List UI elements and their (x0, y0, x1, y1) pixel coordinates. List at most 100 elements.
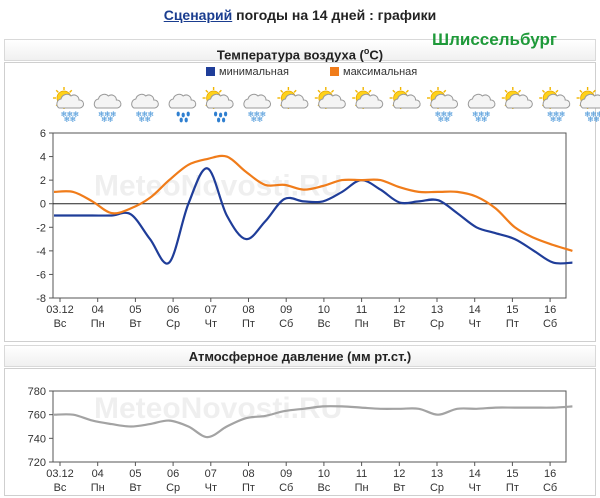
y-tick-label: 740 (28, 433, 46, 445)
y-tick-label: 780 (28, 386, 46, 398)
x-tick-weekday: Вс (317, 482, 330, 494)
x-tick-weekday: Вт (129, 482, 141, 494)
temperature-chart: минимальная максимальная❄ ❄ ❄❄ ❄❄ ❄ ❄❄ ❄❄ ❄ ❄❄ ❄❄ ❄… (36, 66, 600, 330)
x-tick-weekday: Пт (242, 318, 255, 330)
x-tick-date: 05 (129, 304, 141, 316)
pressure-panel (4, 368, 596, 496)
sun-ray (69, 89, 73, 93)
x-tick-date: 07 (205, 304, 217, 316)
y-tick-label: 6 (40, 128, 46, 140)
snowflake: ❄ (593, 115, 600, 124)
x-tick-weekday: Ср (430, 482, 444, 494)
x-tick-weekday: Вс (54, 318, 67, 330)
sun-cloud-snow-icon: ❄ ❄ ❄❄ ❄ (576, 87, 600, 124)
x-tick-weekday: Сб (279, 482, 293, 494)
x-tick-weekday: Ср (166, 318, 180, 330)
pressure-panel-title: Атмосферное давление (мм рт.ст.) (4, 345, 596, 367)
x-tick-date: 16 (544, 468, 556, 480)
x-tick-date: 11 (356, 304, 367, 316)
raindrop (222, 117, 226, 123)
x-tick-weekday: Пт (242, 482, 255, 494)
snowflake: ❄ (484, 110, 491, 119)
temperature-title-unit: C) (369, 47, 384, 63)
snowflake: ❄ (587, 115, 594, 124)
x-tick-weekday: Чт (469, 482, 481, 494)
x-tick-weekday: Чт (469, 318, 481, 330)
y-tick-label: -2 (36, 222, 46, 234)
snowflake: ❄ (138, 115, 145, 124)
cloud (168, 93, 197, 109)
temperature-title-main: Температура воздуха ( (216, 47, 364, 63)
snowflake: ❄ (435, 110, 442, 119)
snowflake: ❄ (447, 110, 454, 119)
snowflake: ❄ (101, 115, 108, 124)
snowflake: ❄ (260, 110, 267, 119)
cloud (206, 93, 234, 109)
y-tick-label: 2 (40, 175, 46, 187)
cloud (131, 93, 159, 109)
x-tick-date: 09 (280, 304, 292, 316)
sun-cloud-icon (352, 87, 384, 109)
y-tick-label: 760 (28, 410, 46, 422)
temperature-panel-title: Температура воздуха (oC) (4, 39, 596, 63)
sun-ray (405, 89, 409, 93)
sun-ray (368, 89, 372, 93)
raindrop (181, 112, 185, 118)
snowflake: ❄ (550, 115, 557, 124)
snowflake: ❄ (104, 110, 111, 119)
x-tick-weekday: Чт (205, 318, 217, 330)
snowflake: ❄ (64, 115, 71, 124)
city-name[interactable]: Шлиссельбург (432, 30, 557, 49)
x-tick-date: 06 (167, 304, 179, 316)
cloud-snow-icon: ❄ ❄ ❄❄ ❄ (243, 93, 271, 124)
snowflake: ❄ (61, 110, 68, 119)
sun-ray (429, 89, 433, 93)
x-tick-date: 12 (393, 304, 405, 316)
x-tick-date: 08 (242, 304, 254, 316)
sun-cloud-snow-icon: ❄ ❄ ❄❄ ❄ (53, 87, 84, 124)
scenario-link[interactable]: Сценарий (163, 7, 233, 23)
y-tick-label: -8 (36, 293, 46, 305)
snowflake: ❄ (257, 115, 264, 124)
plot-frame (52, 390, 567, 463)
snowflake: ❄ (147, 110, 154, 119)
sun-ray (579, 89, 583, 93)
snowflake: ❄ (98, 110, 105, 119)
raindrop (214, 111, 218, 117)
sun-ray (517, 89, 522, 93)
x-tick-date: 08 (242, 468, 254, 480)
snowflake: ❄ (144, 115, 151, 124)
snowflake: ❄ (547, 110, 554, 119)
cloud (430, 93, 458, 109)
sun-cloud-icon (501, 87, 533, 109)
x-tick-weekday: Чт (205, 482, 217, 494)
sun-ray (218, 89, 222, 93)
sun-ray (392, 89, 396, 93)
y-tick-label: -6 (36, 269, 46, 281)
x-tick-weekday: Сб (543, 318, 557, 330)
legend-label-min: минимальная (219, 66, 289, 78)
legend-swatch-min (206, 67, 215, 76)
x-tick-weekday: Ср (430, 318, 444, 330)
x-tick-date: 15 (506, 304, 518, 316)
snowflake: ❄ (559, 110, 566, 119)
x-tick-date: 04 (92, 468, 104, 480)
snowflake: ❄ (438, 115, 445, 124)
cloud (280, 93, 309, 109)
x-tick-date: 05 (129, 468, 141, 480)
cloud (93, 93, 122, 109)
snowflake: ❄ (584, 110, 591, 119)
series-line-a (53, 405, 573, 439)
x-tick-weekday: Вт (129, 318, 141, 330)
cloud-snow-icon: ❄ ❄ ❄❄ ❄ (93, 93, 122, 124)
legend-label-max: максимальная (343, 66, 417, 78)
x-tick-date: 03.12 (46, 304, 74, 316)
snowflake: ❄ (107, 115, 114, 124)
x-tick-weekday: Пн (91, 318, 105, 330)
cloud (56, 93, 84, 109)
sun-ray (317, 89, 321, 93)
x-tick-date: 10 (318, 468, 330, 480)
y-tick-label: 4 (40, 152, 46, 164)
watermark: MeteoNovosti.RU (94, 170, 342, 203)
